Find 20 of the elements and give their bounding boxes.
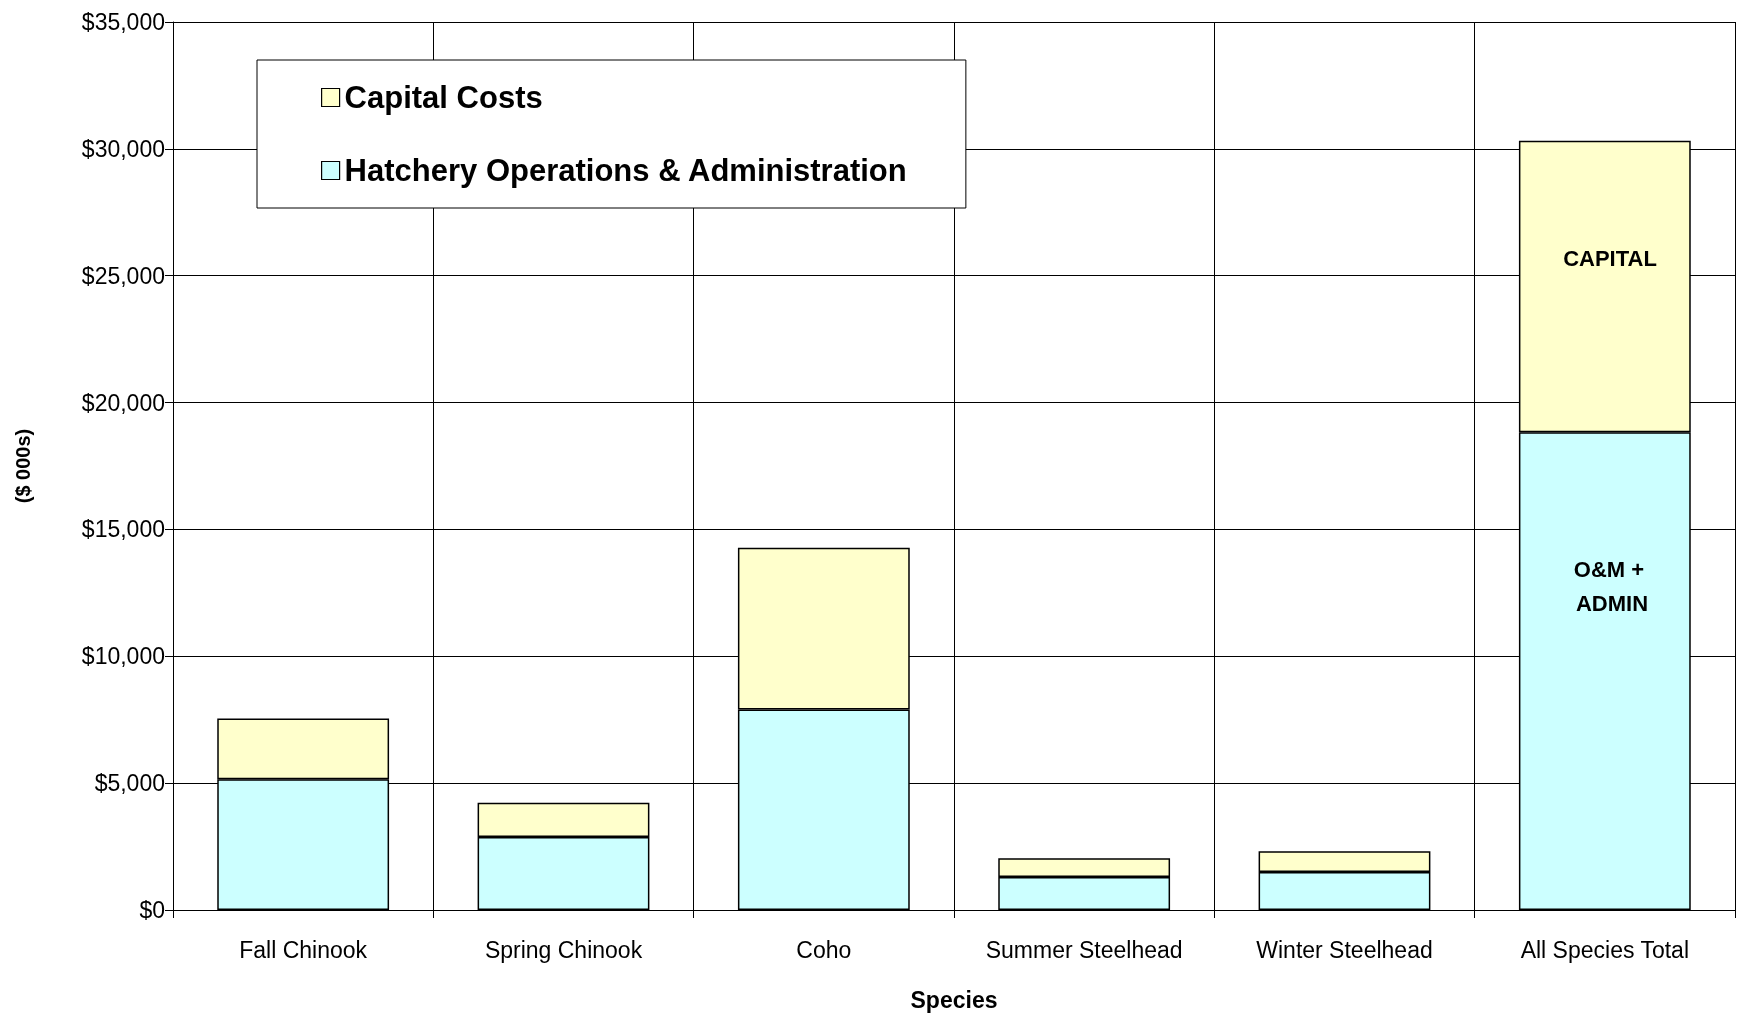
y-tick-label: $30,000: [81, 135, 165, 162]
x-tick-label: Winter Steelhead: [1256, 936, 1433, 963]
x-tick-label: Fall Chinook: [239, 936, 368, 963]
annotation: O&M + ADMIN: [1573, 556, 1651, 616]
y-axis-title: ($ 000s): [12, 428, 34, 504]
annotation: CAPITAL: [1563, 245, 1657, 271]
y-tick-label: $5,000: [94, 770, 165, 797]
x-axis-title: Species: [910, 986, 998, 1013]
y-tick-label: $25,000: [81, 262, 165, 289]
y-tick-label: $0: [139, 897, 165, 923]
y-tick-label: $15,000: [81, 516, 165, 543]
x-tick-label: All Species Total: [1520, 936, 1690, 963]
y-tick-label: $20,000: [81, 389, 165, 416]
legend-label: Hatchery Operations & Administration: [344, 153, 907, 188]
legend-label: Capital Costs: [344, 80, 543, 115]
y-tick-label: $35,000: [81, 9, 165, 35]
x-tick-label: Spring Chinook: [484, 936, 643, 963]
x-tick-label: Summer Steelhead: [985, 936, 1183, 963]
x-tick-label: Coho: [796, 936, 852, 963]
y-tick-label: $10,000: [81, 643, 165, 670]
